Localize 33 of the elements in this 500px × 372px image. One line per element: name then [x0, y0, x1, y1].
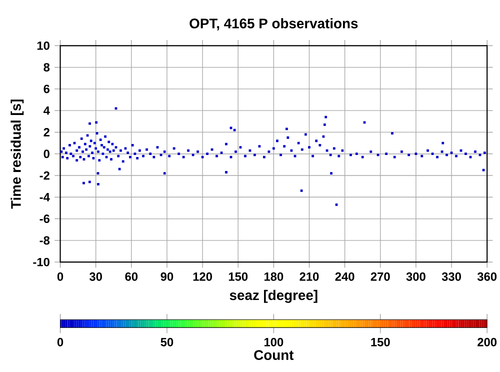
color-bar-label: 200: [478, 338, 497, 346]
y-tick-label: 0: [44, 150, 50, 158]
x-tick-label: 330: [442, 272, 461, 281]
y-tick-label: -10: [33, 258, 50, 266]
y-axis-title: Time residual [s]: [10, 99, 24, 209]
x-tick-label: 300: [406, 272, 426, 281]
x-tick-label: 0: [57, 272, 64, 281]
color-bar-label: 50: [160, 338, 174, 346]
x-tick-label: 150: [228, 272, 248, 281]
x-tick-label: 210: [300, 272, 319, 281]
color-bar-label: 150: [371, 338, 390, 346]
x-tick-label: 270: [370, 272, 390, 281]
x-tick-label: 180: [264, 272, 284, 281]
x-tick-label: 360: [477, 272, 497, 281]
y-tick-label: 10: [37, 41, 50, 50]
y-tick-label: 2: [44, 128, 50, 136]
y-tick-label: 8: [44, 62, 50, 72]
y-tick-label: -6: [40, 214, 50, 223]
y-tick-label: 6: [44, 84, 50, 94]
y-tick-label: -2: [40, 171, 50, 180]
y-tick-label: -8: [40, 236, 50, 245]
x-tick-label: 60: [125, 272, 138, 281]
y-tick-label: -4: [40, 192, 50, 202]
y-tick-label: 4: [44, 106, 50, 115]
color-bar-label: 0: [57, 338, 64, 346]
color-bar-label: 100: [264, 338, 284, 346]
x-tick-label: 90: [160, 272, 174, 281]
color-bar-title: Count: [254, 350, 294, 360]
chart-title: OPT, 4165 P observations: [190, 18, 358, 30]
x-tick-label: 30: [89, 272, 102, 281]
x-tick-label: 240: [335, 272, 354, 281]
x-tick-label: 120: [193, 272, 212, 281]
x-axis-title: seaz [degree]: [230, 290, 318, 303]
